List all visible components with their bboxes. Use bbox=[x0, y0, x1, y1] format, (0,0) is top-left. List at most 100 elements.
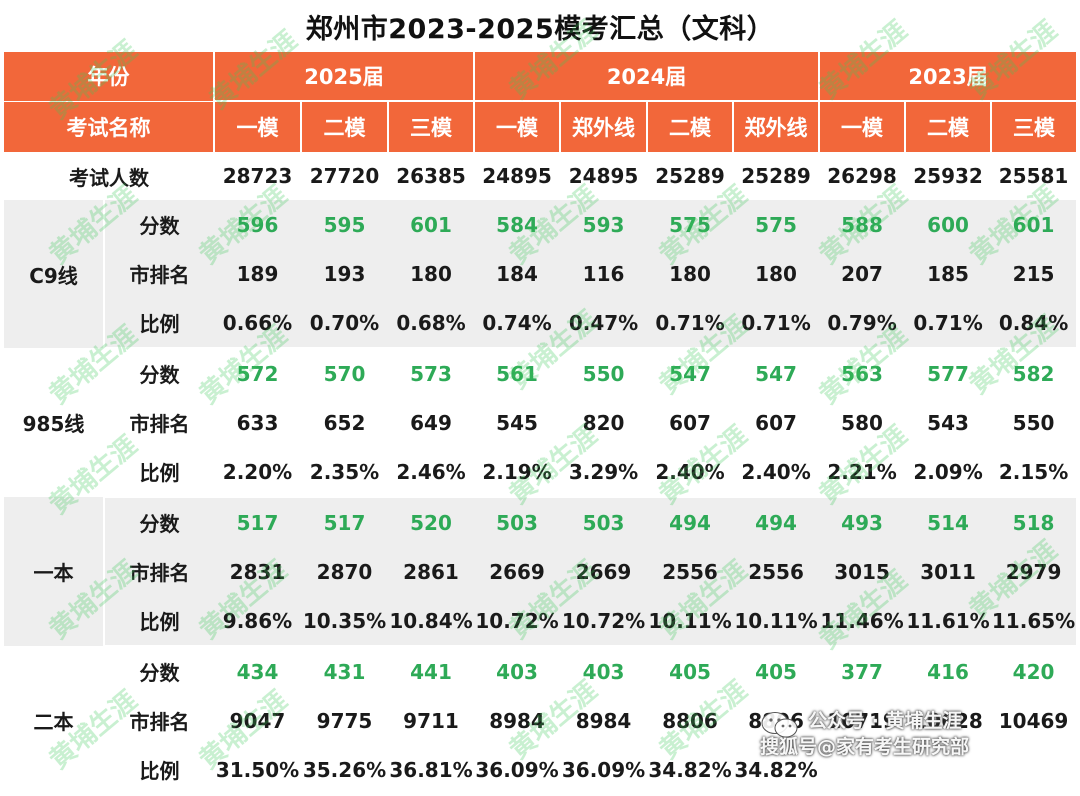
exam-header: 一模 bbox=[474, 100, 562, 152]
data-cell: 652 bbox=[301, 398, 388, 447]
data-cell: 9711 bbox=[388, 696, 475, 745]
data-cell: 434 bbox=[214, 646, 301, 696]
data-cell: 600 bbox=[905, 200, 992, 249]
data-cell: 517 bbox=[214, 497, 301, 547]
group-label: 一本 bbox=[4, 497, 105, 646]
data-cell: 9047 bbox=[214, 696, 301, 745]
data-cell: 593 bbox=[560, 200, 648, 249]
data-cell: 0.84% bbox=[991, 298, 1077, 349]
data-cell: 563 bbox=[819, 348, 906, 398]
data-cell: 2.40% bbox=[733, 447, 820, 498]
data-cell: 649 bbox=[388, 398, 475, 447]
count-row: 考试人数 28723 27720 26385 24895 24895 25289 25289 2… bbox=[4, 152, 1077, 200]
data-cell: 2979 bbox=[991, 547, 1077, 596]
table-row: 比例 31.50% 35.26% 36.81% 36.09% 36.09% 34.82% 34… bbox=[4, 745, 1077, 796]
count-cell: 26298 bbox=[819, 152, 906, 200]
row-label: 比例 bbox=[104, 745, 214, 796]
exam-header: 郑外线 bbox=[560, 100, 649, 152]
data-cell: 0.71% bbox=[905, 298, 992, 349]
data-cell: 0.79% bbox=[819, 298, 906, 349]
data-cell: 193 bbox=[301, 249, 388, 298]
data-cell: 570 bbox=[301, 348, 388, 398]
data-cell: 3015 bbox=[819, 547, 906, 596]
data-cell: 601 bbox=[991, 200, 1077, 249]
data-cell: 8984 bbox=[560, 696, 648, 745]
count-cell: 28723 bbox=[214, 152, 301, 200]
data-cell bbox=[819, 745, 906, 796]
exam-header: 三模 bbox=[388, 100, 476, 152]
year-header: 2023届 bbox=[819, 52, 1077, 101]
count-cell: 25289 bbox=[647, 152, 734, 200]
data-cell: 10.72% bbox=[560, 596, 648, 647]
data-cell: 431 bbox=[301, 646, 388, 696]
exam-header: 二模 bbox=[647, 100, 735, 152]
count-cell: 25581 bbox=[991, 152, 1077, 200]
data-cell: 8984 bbox=[474, 696, 561, 745]
data-cell: 184 bbox=[474, 249, 561, 298]
data-cell: 34.82% bbox=[733, 745, 820, 796]
table-row: 市排名 2831 2870 2861 2669 2669 2556 2556 3015 3011 2… bbox=[4, 547, 1077, 596]
data-cell: 517 bbox=[301, 497, 388, 547]
data-cell: 2861 bbox=[388, 547, 475, 596]
table-row: 市排名 189 193 180 184 116 180 180 207 185 215 bbox=[4, 249, 1077, 298]
data-cell: 405 bbox=[647, 646, 734, 696]
group-label: 二本 bbox=[4, 646, 105, 795]
data-cell: 11.61% bbox=[905, 596, 992, 647]
data-cell: 420 bbox=[991, 646, 1077, 696]
data-cell: 185 bbox=[905, 249, 992, 298]
row-label: 分数 bbox=[104, 497, 214, 547]
year-label: 年份 bbox=[4, 52, 215, 102]
year-header: 2024届 bbox=[474, 52, 821, 101]
header-row-years: 年份 2025届 2024届 2023届 bbox=[4, 52, 1077, 102]
data-cell: 10.35% bbox=[301, 596, 388, 647]
data-cell: 8806 bbox=[733, 696, 820, 745]
group-label: C9线 bbox=[4, 200, 105, 348]
table-row: 一本 分数 517 517 520 503 503 494 494 493 514 518 bbox=[4, 497, 1077, 646]
data-cell: 494 bbox=[647, 497, 734, 547]
data-cell: 11.65% bbox=[991, 596, 1077, 647]
data-cell: 545 bbox=[474, 398, 561, 447]
data-cell: 116 bbox=[560, 249, 648, 298]
table-row: 比例 9.86% 10.35% 10.84% 10.72% 10.72% 10.11% 10.… bbox=[4, 596, 1077, 647]
data-cell: 547 bbox=[647, 348, 734, 398]
data-cell: 207 bbox=[819, 249, 906, 298]
data-cell: 2.40% bbox=[647, 447, 734, 498]
data-cell: 575 bbox=[733, 200, 820, 249]
table-row: 比例 0.66% 0.70% 0.68% 0.74% 0.47% 0.71% 0.71% 0.7… bbox=[4, 298, 1077, 349]
group-label: 985线 bbox=[4, 348, 105, 497]
data-cell: 2.46% bbox=[388, 447, 475, 498]
count-cell: 24895 bbox=[560, 152, 648, 200]
data-cell: 8806 bbox=[647, 696, 734, 745]
data-cell: 2.15% bbox=[991, 447, 1077, 498]
data-cell: 584 bbox=[474, 200, 561, 249]
data-cell: 503 bbox=[474, 497, 561, 547]
data-cell: 377 bbox=[819, 646, 906, 696]
data-cell: 607 bbox=[647, 398, 734, 447]
count-cell: 27720 bbox=[301, 152, 388, 200]
row-label: 分数 bbox=[104, 348, 214, 398]
data-cell: 595 bbox=[301, 200, 388, 249]
row-label: 分数 bbox=[104, 200, 214, 249]
year-header: 2025届 bbox=[214, 52, 476, 101]
data-cell: 503 bbox=[560, 497, 648, 547]
data-cell: 180 bbox=[733, 249, 820, 298]
row-label: 比例 bbox=[104, 596, 214, 647]
data-cell: 582 bbox=[991, 348, 1077, 398]
data-cell: 633 bbox=[214, 398, 301, 447]
group-0: C9线 分数 596 595 601 584 593 575 575 588 600 601 市排名 18… bbox=[4, 200, 1077, 349]
row-label: 分数 bbox=[104, 646, 214, 696]
count-cell: 24895 bbox=[474, 152, 561, 200]
data-cell: 36.09% bbox=[474, 745, 561, 796]
group-1: 985线 分数 572 570 573 561 550 547 547 563 577 582 市排名 6… bbox=[4, 348, 1077, 498]
data-cell: 573 bbox=[388, 348, 475, 398]
exam-header: 三模 bbox=[991, 100, 1077, 152]
data-cell: 180 bbox=[647, 249, 734, 298]
data-cell: 3011 bbox=[905, 547, 992, 596]
data-cell: 607 bbox=[733, 398, 820, 447]
data-cell: 180 bbox=[388, 249, 475, 298]
row-label: 比例 bbox=[104, 447, 214, 498]
data-cell: 2.21% bbox=[819, 447, 906, 498]
exam-header: 二模 bbox=[905, 100, 993, 152]
data-cell: 31.50% bbox=[214, 745, 301, 796]
data-cell: 494 bbox=[733, 497, 820, 547]
